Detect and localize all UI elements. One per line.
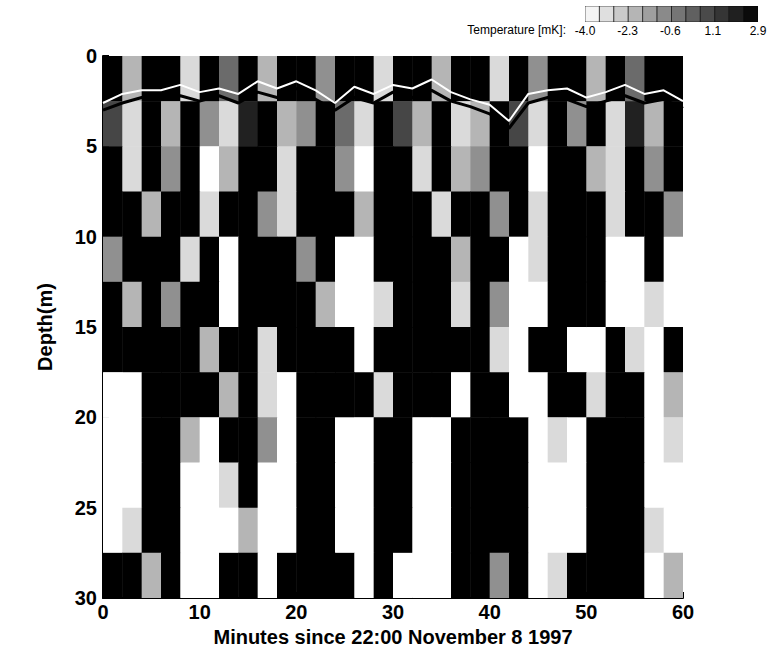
svg-text:10: 10 xyxy=(75,226,97,248)
svg-text:-4.0: -4.0 xyxy=(575,24,596,38)
svg-text:Temperature [mK]:: Temperature [mK]: xyxy=(467,23,566,37)
svg-text:0: 0 xyxy=(86,45,97,67)
svg-text:30: 30 xyxy=(382,601,404,623)
svg-text:-0.6: -0.6 xyxy=(660,24,681,38)
svg-text:0: 0 xyxy=(97,601,108,623)
svg-text:Depth(m): Depth(m) xyxy=(34,283,56,371)
svg-text:5: 5 xyxy=(86,135,97,157)
svg-text:1.1: 1.1 xyxy=(705,24,722,38)
svg-text:15: 15 xyxy=(75,316,97,338)
svg-text:2.9: 2.9 xyxy=(750,24,767,38)
svg-text:20: 20 xyxy=(75,406,97,428)
svg-text:40: 40 xyxy=(479,601,501,623)
svg-text:Minutes since 22:00 November 8: Minutes since 22:00 November 8 1997 xyxy=(213,626,572,648)
svg-text:10: 10 xyxy=(189,601,211,623)
svg-text:-2.3: -2.3 xyxy=(617,24,638,38)
svg-text:25: 25 xyxy=(75,497,97,519)
svg-text:50: 50 xyxy=(575,601,597,623)
svg-text:20: 20 xyxy=(285,601,307,623)
svg-text:30: 30 xyxy=(75,587,97,609)
svg-text:60: 60 xyxy=(672,601,694,623)
